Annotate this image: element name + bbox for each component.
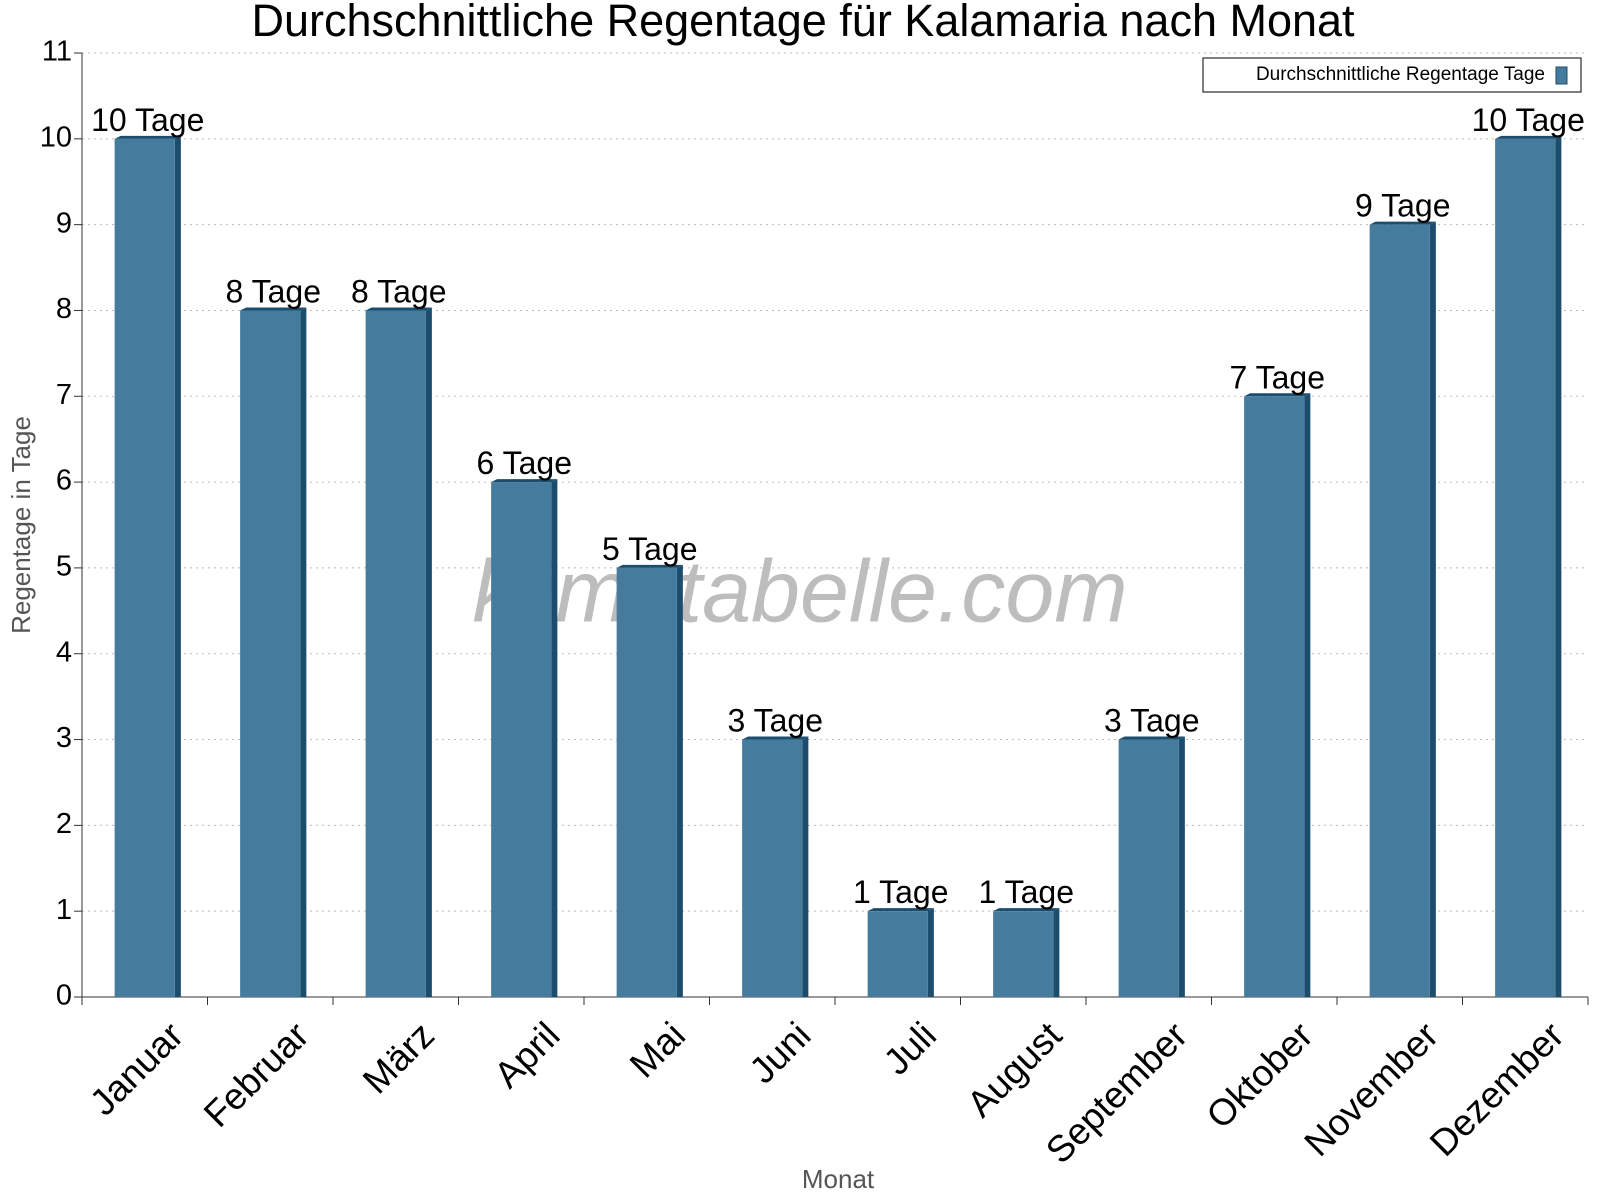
data-label: 1 Tage — [979, 874, 1075, 910]
x-tick-label: Dezember — [1422, 1014, 1572, 1164]
x-tick-label: Juni — [742, 1014, 819, 1091]
y-tick-label: 9 — [56, 207, 72, 239]
bar-side — [1555, 135, 1562, 997]
x-tick-label: Mai — [622, 1014, 693, 1085]
bar-side — [1304, 393, 1311, 998]
bar — [365, 310, 426, 997]
x-tick-label: Januar — [82, 1014, 191, 1123]
y-tick-label: 6 — [56, 465, 72, 497]
x-tick-label: Oktober — [1199, 1014, 1321, 1136]
bar — [616, 567, 677, 997]
legend-label: Durchschnittliche Regentage Tage — [1256, 64, 1545, 85]
bar-side — [1053, 908, 1060, 997]
bar-side — [551, 479, 558, 997]
bar-top — [491, 479, 558, 483]
data-label: 9 Tage — [1355, 188, 1451, 224]
bar-top — [114, 135, 181, 139]
y-tick-label: 5 — [56, 551, 72, 583]
bar-side — [300, 307, 307, 997]
data-label: 8 Tage — [351, 273, 447, 309]
bar-top — [867, 908, 934, 912]
data-label: 7 Tage — [1230, 359, 1326, 395]
bar-top — [1118, 736, 1185, 740]
x-tick-label: März — [355, 1014, 442, 1101]
bar-side — [425, 307, 432, 997]
bar — [240, 310, 301, 997]
y-tick-label: 8 — [56, 293, 72, 325]
legend-swatch — [1555, 66, 1568, 85]
bar — [114, 138, 175, 997]
y-tick-label: 4 — [56, 636, 72, 668]
x-tick-label: August — [959, 1014, 1070, 1125]
data-label: 10 Tage — [91, 102, 204, 138]
x-tick-label: Februar — [196, 1014, 317, 1135]
bar — [491, 482, 552, 997]
bar-side — [676, 564, 683, 997]
bar-top — [993, 908, 1060, 912]
bar-top — [365, 307, 432, 311]
bar-side — [1178, 736, 1185, 997]
bar — [993, 911, 1054, 997]
bar-top — [1244, 393, 1311, 397]
bar — [742, 739, 803, 997]
x-tick-label: April — [486, 1014, 567, 1095]
bar-side — [174, 135, 181, 997]
bar — [1244, 396, 1305, 998]
y-tick-label: 11 — [42, 36, 72, 68]
legend-box — [1202, 57, 1582, 93]
chart-title: Durchschnittliche Regentage für Kalamari… — [251, 0, 1355, 46]
data-label: 6 Tage — [477, 445, 573, 481]
x-axis-title: Monat — [802, 1164, 875, 1194]
bar-top — [1369, 221, 1436, 225]
bar-top — [616, 564, 683, 568]
data-label: 1 Tage — [853, 874, 949, 910]
y-tick-label: 3 — [56, 722, 72, 754]
bar-top — [240, 307, 307, 311]
bar-top — [1495, 135, 1562, 139]
bar — [1369, 224, 1430, 998]
x-tick-label: Juli — [876, 1014, 944, 1082]
bar-top — [742, 736, 809, 740]
watermark: klimatabelle.com — [472, 541, 1127, 640]
y-tick-label: 0 — [56, 980, 72, 1012]
y-axis-title: Regentage in Tage — [6, 416, 36, 634]
y-tick-label: 1 — [56, 894, 72, 926]
bar-side — [927, 908, 934, 997]
bar — [1495, 138, 1556, 997]
data-label: 5 Tage — [602, 531, 698, 567]
bar-side — [1429, 221, 1436, 998]
y-tick-label: 10 — [40, 121, 72, 153]
y-tick-label: 7 — [56, 379, 72, 411]
y-tick-label: 2 — [56, 808, 72, 840]
bar — [867, 911, 928, 997]
data-label: 3 Tage — [728, 703, 824, 739]
bar-side — [802, 736, 809, 997]
data-label: 3 Tage — [1104, 703, 1200, 739]
data-label: 10 Tage — [1472, 102, 1585, 138]
data-label: 8 Tage — [226, 273, 322, 309]
x-tick-label: November — [1296, 1014, 1446, 1164]
bar — [1118, 739, 1179, 997]
